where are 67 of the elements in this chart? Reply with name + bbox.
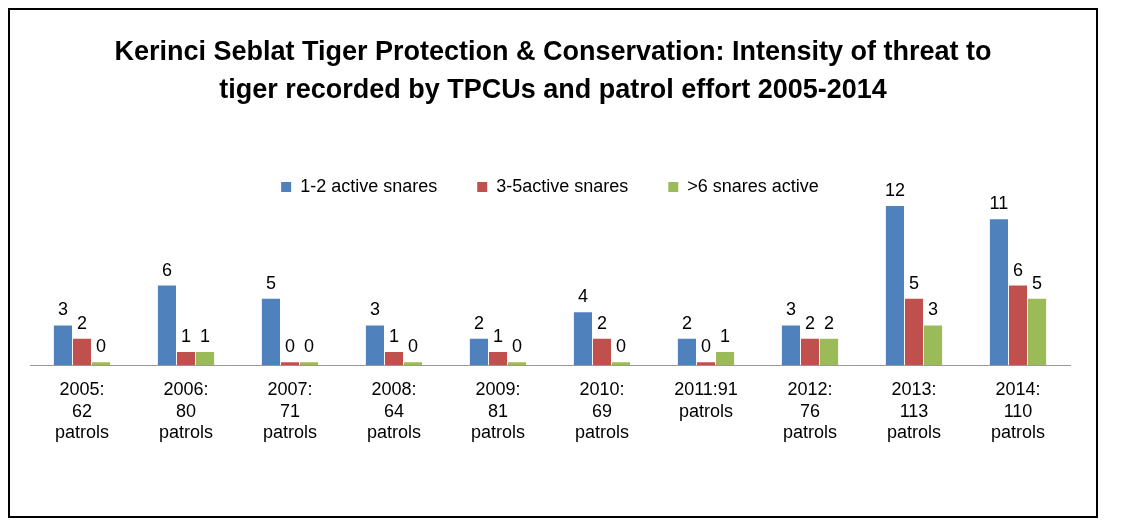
data-label: 0 <box>512 336 523 357</box>
data-label: 2 <box>804 312 816 333</box>
legend-label: 1-2 active snares <box>300 175 438 196</box>
bar <box>677 338 696 366</box>
data-label: 3 <box>57 299 68 320</box>
bar <box>800 338 820 366</box>
bar <box>573 312 592 366</box>
bar <box>885 206 904 366</box>
bar <box>592 338 612 366</box>
data-label: 1 <box>200 325 211 346</box>
data-label: 3 <box>928 299 939 320</box>
bar <box>924 325 943 366</box>
data-label: 11 <box>989 193 1009 214</box>
data-label: 1 <box>492 325 504 346</box>
data-label: 1 <box>388 325 400 346</box>
data-label: 2 <box>824 312 835 333</box>
data-label: 6 <box>161 259 172 280</box>
data-label: 12 <box>884 179 905 200</box>
bar <box>196 351 215 366</box>
bar <box>72 338 92 366</box>
x-tick-label: 2006: 80 patrols <box>158 378 214 443</box>
data-label: 2 <box>681 312 692 333</box>
data-label: 0 <box>408 336 419 357</box>
data-label: 1 <box>720 325 731 346</box>
bar <box>384 351 404 366</box>
x-tick-label: 2011:91 patrols <box>674 378 738 421</box>
bar <box>176 351 196 366</box>
bar <box>53 325 72 366</box>
bar <box>157 285 176 366</box>
bar <box>365 325 384 366</box>
bar <box>989 219 1008 366</box>
data-label: 2 <box>76 312 88 333</box>
data-label: 2 <box>596 312 608 333</box>
data-label: 3 <box>785 299 796 320</box>
data-label: 0 <box>304 336 315 357</box>
data-label: 0 <box>284 336 296 357</box>
data-label: 5 <box>265 272 276 293</box>
data-label: 0 <box>700 336 712 357</box>
bar <box>1008 285 1028 366</box>
x-tick-label: 2010: 69 patrols <box>574 378 630 443</box>
bar <box>781 325 800 366</box>
data-label: 4 <box>577 286 588 307</box>
x-tick-label: 2009: 81 patrols <box>470 378 526 443</box>
data-label: 5 <box>1032 272 1043 293</box>
data-label: 3 <box>369 299 380 320</box>
bar <box>261 298 280 366</box>
data-label: 2 <box>473 312 484 333</box>
bar <box>716 351 735 366</box>
x-tick-label: 2013: 113 patrols <box>886 378 942 443</box>
x-tick-label: 2005: 62 patrols <box>54 378 110 443</box>
data-label: 1 <box>180 325 192 346</box>
bar <box>904 298 924 366</box>
chart-title: Kerinci Seblat Tiger Protection & Conservation: Intensity of threat to tiger recorded by TPCUs and patrol effort 2005-2014 <box>113 35 993 106</box>
bar <box>1028 298 1047 366</box>
x-tick-label: 2007: 71 patrols <box>262 378 318 443</box>
legend-label: 3-5active snares <box>496 175 629 196</box>
x-tick-label: 2008: 64 patrols <box>366 378 422 443</box>
bar <box>820 338 839 366</box>
data-label: 0 <box>96 336 107 357</box>
data-label: 5 <box>908 272 920 293</box>
legend-label: >6 snares active <box>687 175 819 196</box>
bar <box>469 338 488 366</box>
x-tick-label: 2014: 110 patrols <box>990 378 1046 443</box>
data-label: 0 <box>616 336 627 357</box>
data-label: 6 <box>1012 259 1024 280</box>
bar <box>488 351 508 366</box>
x-tick-label: 2012: 76 patrols <box>782 378 838 443</box>
